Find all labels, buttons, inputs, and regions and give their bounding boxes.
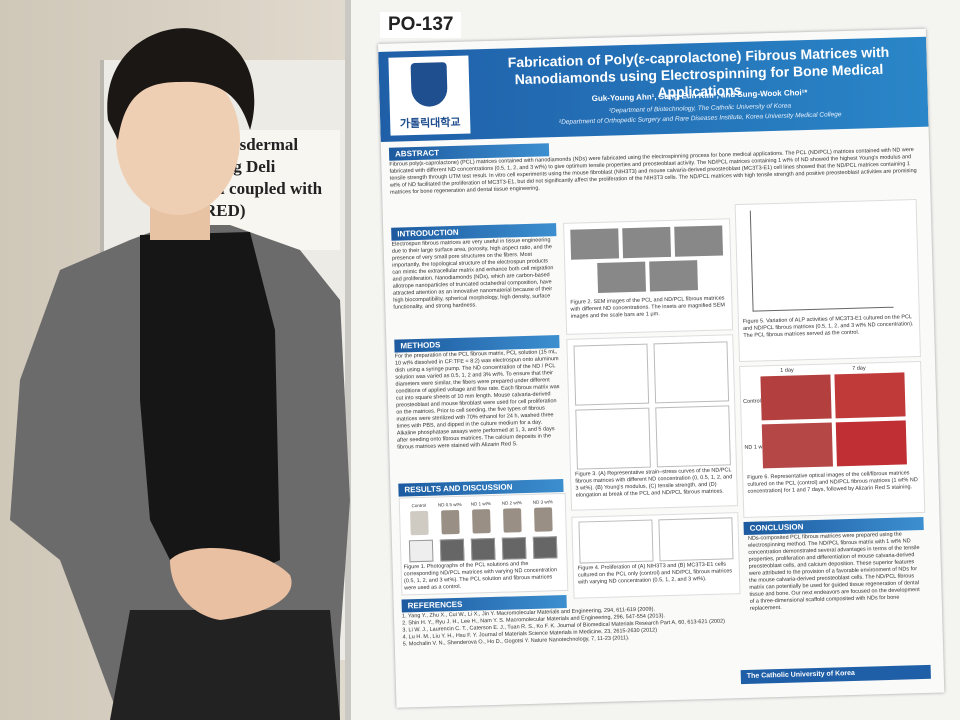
poster-id: PO-137 — [380, 12, 462, 38]
plot-panel — [749, 206, 894, 312]
figure-caption: Figure 3. (A) Representative strain–stre… — [575, 467, 733, 499]
plot-panel — [658, 517, 734, 562]
plot-panel — [655, 405, 731, 468]
vial — [534, 507, 553, 532]
shirt — [140, 232, 280, 600]
vial-label: ND 0.5 wt% — [437, 501, 462, 508]
section-text: NDs-composited PCL fibrous matrices were… — [747, 531, 920, 612]
vial-label: ND 2 wt% — [501, 500, 522, 506]
plot-panel — [573, 343, 650, 406]
hands — [170, 548, 292, 620]
sem-image — [649, 260, 698, 292]
matrix-sample — [408, 539, 434, 563]
sem-image — [597, 261, 647, 293]
vial-label: Control — [411, 502, 427, 509]
figure-caption: Figure 6. Representative optical images … — [747, 470, 918, 495]
sem-image — [622, 226, 672, 259]
vial — [472, 509, 491, 534]
plot-panel — [575, 407, 651, 470]
text: RED) — [204, 201, 246, 220]
face — [116, 65, 240, 215]
column-label: 7 day — [852, 365, 866, 372]
sem-image — [570, 228, 620, 260]
person — [10, 28, 350, 720]
text: gel coupled with — [204, 179, 323, 198]
section-text: Electrospun fibrous matrices are very us… — [391, 237, 554, 311]
poster-footer: The Catholic University of Korea — [740, 664, 931, 685]
figure-5: Figure 5. Variation of ALP activities of… — [734, 199, 921, 363]
plot-panel — [578, 519, 654, 564]
figure-6: 1 day 7 day Control ND 1 wt% Figure 6. R… — [739, 360, 926, 518]
matrix-sample — [501, 537, 527, 560]
stain-image — [834, 372, 906, 419]
figure-caption: Figure 5. Variation of ALP activities of… — [742, 314, 914, 339]
vial — [441, 509, 460, 535]
figure-caption: Figure 4. Proliferation of (A) NIH3T3 an… — [577, 561, 733, 586]
hair — [107, 28, 255, 140]
university-logo: 가톨릭대학교 — [388, 55, 471, 136]
stain-image — [760, 374, 832, 421]
sem-image — [674, 225, 724, 257]
trousers — [110, 610, 340, 720]
poster-header: 가톨릭대학교 Fabrication of Poly(ε-caprolacton… — [378, 36, 929, 142]
figure-3: Figure 3. (A) Representative strain–stre… — [566, 334, 739, 511]
plot-panel — [653, 341, 730, 404]
vial — [503, 508, 522, 533]
section-text: For the preparation of the PCL fibrous m… — [394, 349, 560, 451]
matrix-sample — [532, 536, 558, 559]
figure-4: Figure 4. Proliferation of (A) NIH3T3 an… — [571, 512, 741, 599]
figure-caption: Figure 2. SEM images of the PCL and ND/P… — [570, 295, 726, 320]
column-label: 1 day — [780, 367, 794, 374]
figure-1-images: Control ND 0.5 wt% ND 1 wt% ND 2 wt% ND 3 wt… — [404, 498, 563, 563]
figure-caption: Figure 1. Photographs of the PCL solutio… — [403, 561, 558, 592]
matrix-sample — [439, 538, 465, 562]
row-label: Control — [743, 398, 761, 405]
stain-image — [835, 420, 907, 467]
figure-1: Control ND 0.5 wt% ND 1 wt% ND 2 wt% ND 3 wt… — [398, 492, 569, 596]
stain-image — [761, 422, 833, 469]
vial — [410, 510, 429, 536]
vial-label: ND 3 wt% — [532, 499, 553, 505]
figure-2: Figure 2. SEM images of the PCL and ND/P… — [563, 218, 734, 335]
poster: 가톨릭대학교 Fabrication of Poly(ε-caprolacton… — [378, 28, 945, 708]
matrix-sample — [470, 537, 496, 561]
vial-label: ND 1 wt% — [470, 501, 491, 507]
